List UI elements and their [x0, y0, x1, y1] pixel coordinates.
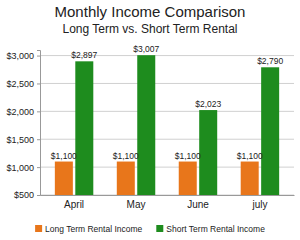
tick-label: May [127, 199, 146, 210]
legend: Long Term Rental Income Short Term Rental… [35, 224, 265, 234]
legend-swatch [35, 225, 42, 232]
y-axis: $500 $1,000 $1,500 $2,000 $2,500 $3,000 [6, 51, 40, 201]
axis-line [41, 195, 295, 196]
bar [75, 61, 93, 195]
tick-label: $500 [14, 190, 34, 200]
tick-label: April [64, 199, 84, 210]
tick: $1,500 [6, 135, 40, 145]
plot: $1,100 $1,100 $1,100 $1,100 $2,897 $3,007 $2,0… [6, 44, 294, 210]
tick-mark [37, 195, 40, 196]
data-label: $1,100 [237, 151, 263, 161]
x-axis: April May June july [41, 195, 295, 210]
tick-label: july [251, 199, 267, 210]
tick-label: $2,500 [6, 79, 34, 89]
tick: April [64, 195, 84, 210]
bar [55, 162, 73, 195]
tick: May [127, 195, 146, 210]
bar [137, 55, 155, 195]
data-label: $1,100 [175, 151, 201, 161]
legend-label: Short Term Rental Income [166, 224, 265, 234]
data-label: $3,007 [133, 44, 159, 54]
tick: $3,000 [6, 51, 40, 61]
bars [55, 55, 279, 195]
tick-mark [37, 56, 40, 57]
data-label: $2,897 [71, 50, 97, 60]
tick-mark [37, 111, 40, 112]
tick-mark [37, 139, 40, 140]
title: Monthly Income Comparison [55, 3, 246, 20]
tick-mark [37, 83, 40, 84]
subtitle: Long Term vs. Short Term Rental [63, 22, 238, 36]
tick-label: $2,000 [6, 107, 34, 117]
data-label: $1,100 [51, 151, 77, 161]
tick-label: June [187, 199, 209, 210]
tick: $2,500 [6, 79, 40, 89]
data-labels: $1,100 $1,100 $1,100 $1,100 $2,897 $3,007 $2,0… [51, 44, 284, 160]
chart: Monthly Income Comparison Long Term vs. S… [0, 0, 300, 240]
background [0, 0, 300, 240]
bar [199, 110, 217, 195]
tick: $500 [14, 190, 40, 200]
data-label: $1,100 [113, 151, 139, 161]
axis-line [37, 51, 41, 196]
tick: july [251, 195, 267, 210]
legend-item: Short Term Rental Income [156, 224, 265, 234]
bar [179, 162, 197, 195]
tick-mark [37, 167, 40, 168]
tick: $2,000 [6, 107, 40, 117]
tick: $1,000 [6, 162, 40, 172]
tick-label: $1,500 [6, 135, 34, 145]
legend-swatch [156, 225, 163, 232]
legend-item: Long Term Rental Income [35, 224, 142, 234]
bar [261, 67, 279, 195]
data-label: $2,790 [257, 56, 283, 66]
bar [117, 162, 135, 195]
tick: June [187, 195, 209, 210]
grid [40, 56, 294, 195]
bar [241, 162, 259, 195]
data-label: $2,023 [195, 99, 221, 109]
tick-label: $1,000 [6, 162, 34, 172]
tick-label: $3,000 [6, 51, 34, 61]
legend-label: Long Term Rental Income [45, 224, 142, 234]
